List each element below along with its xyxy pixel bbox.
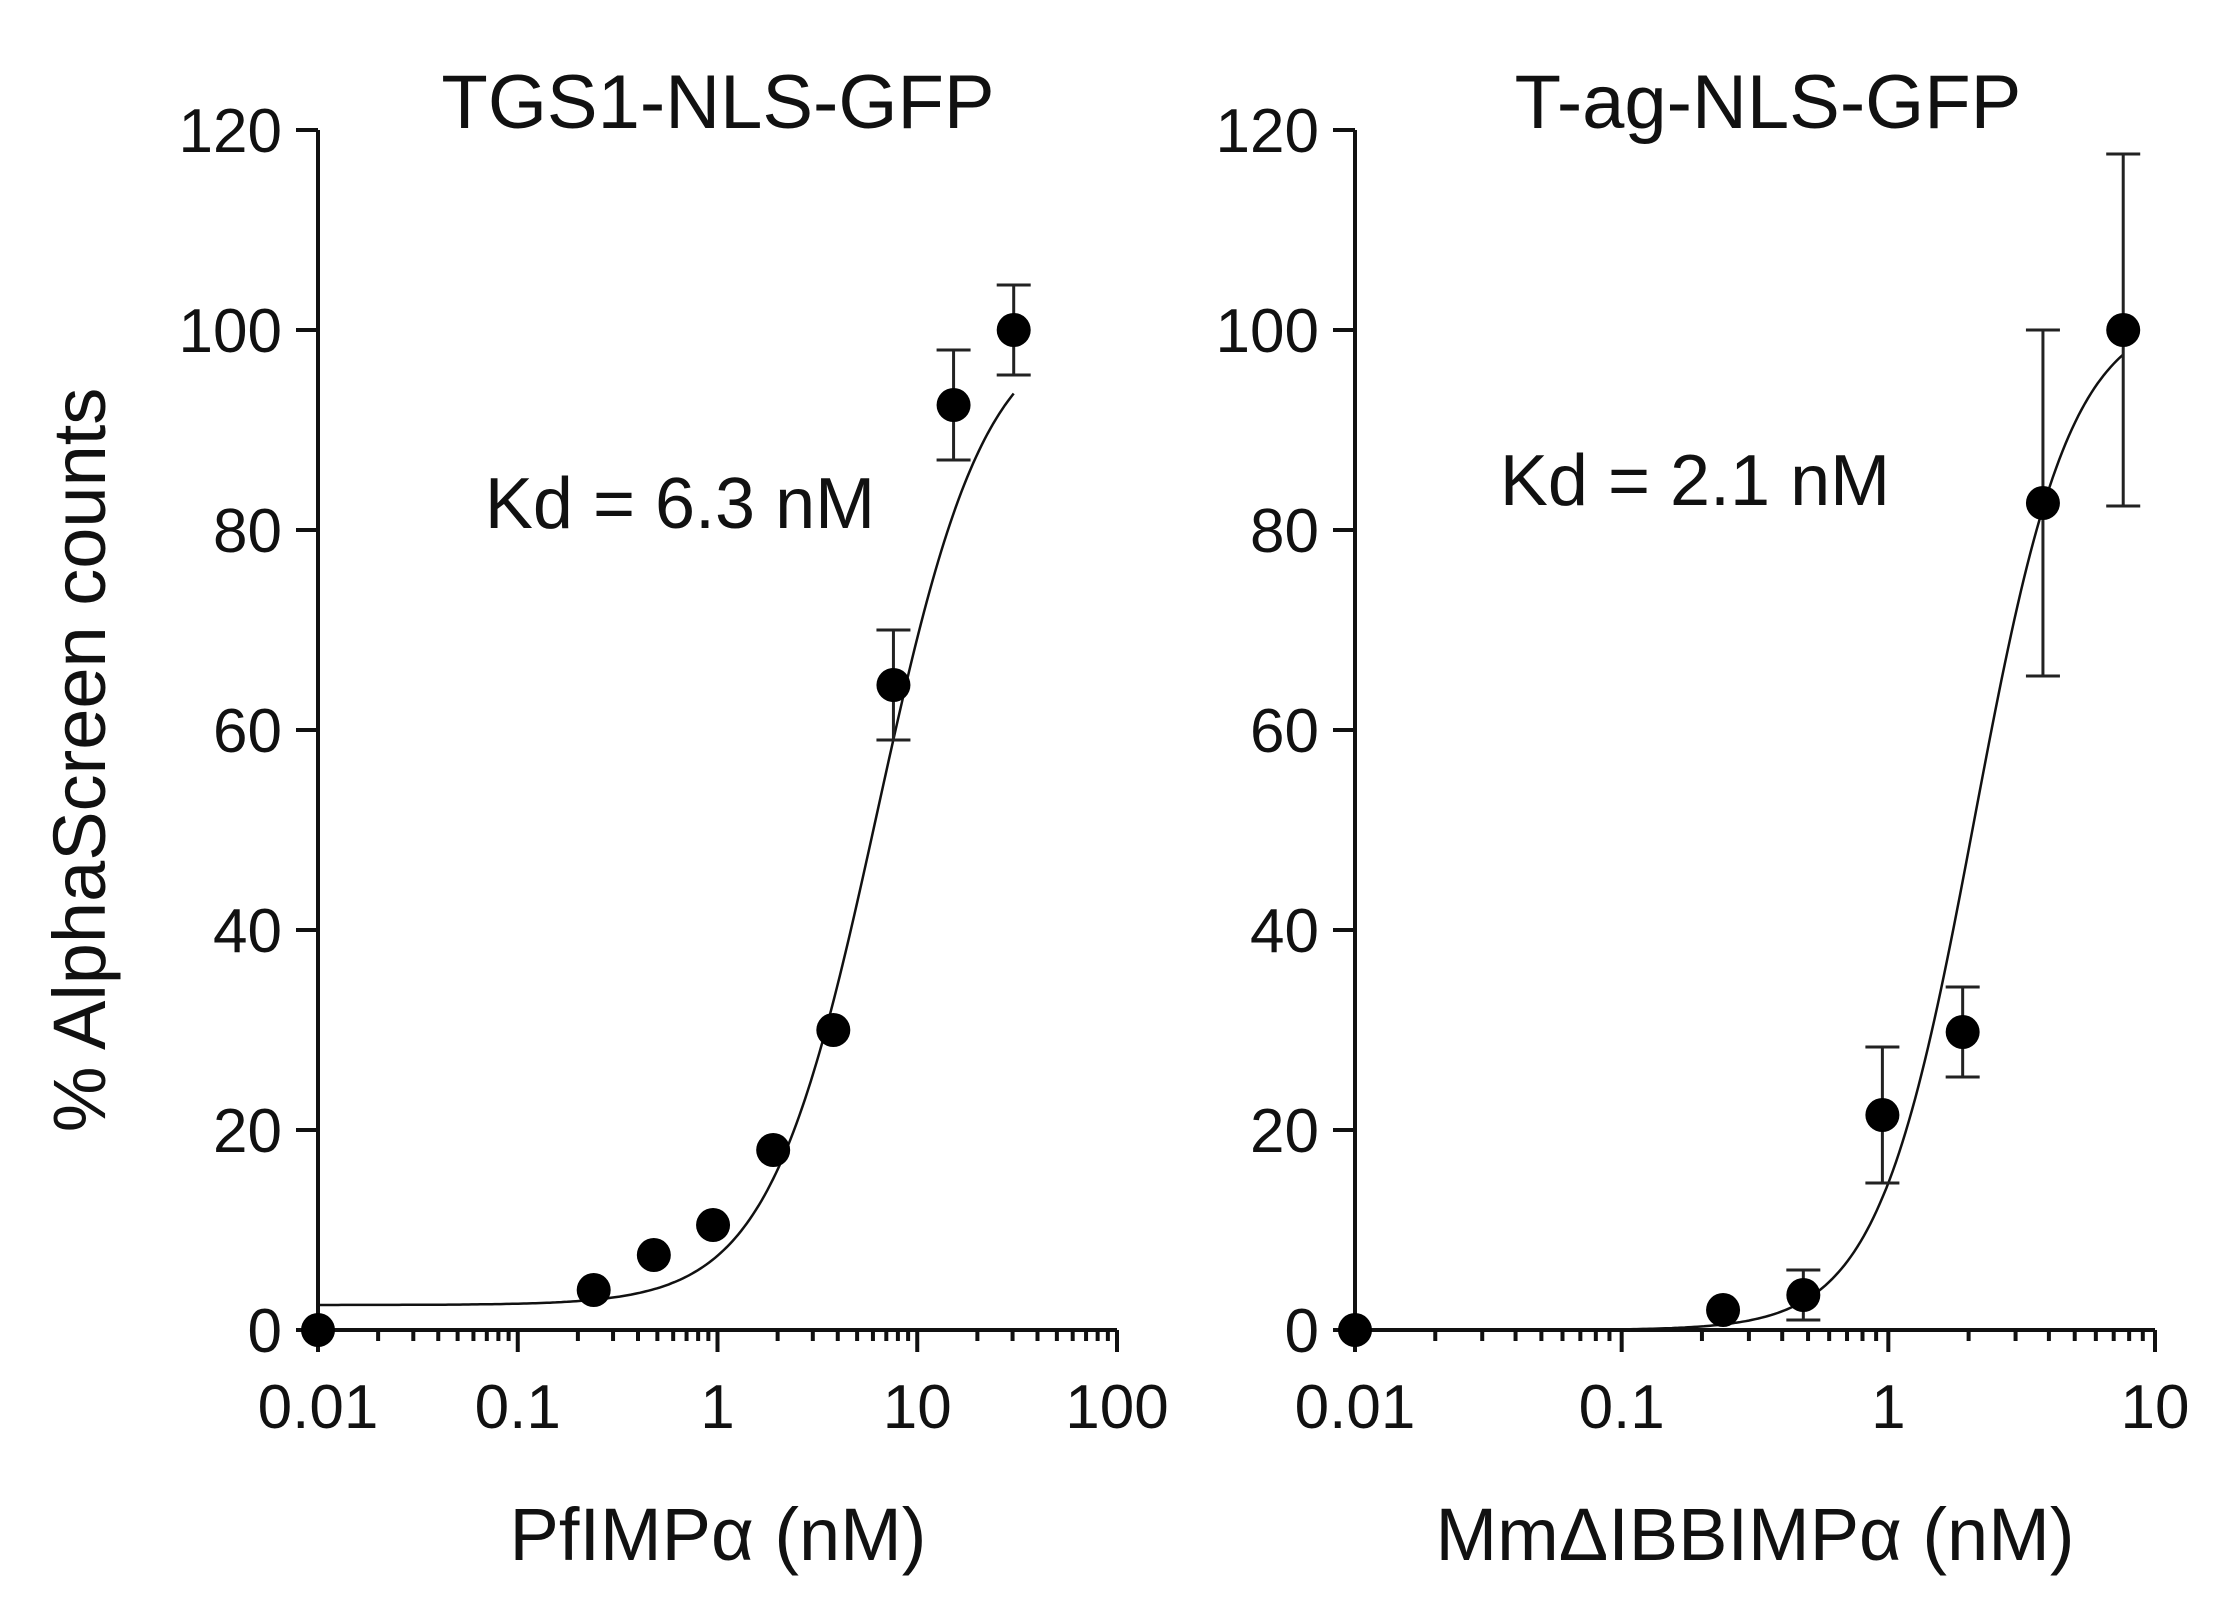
y-tick-label: 60 [213,697,282,766]
data-point [816,1013,851,1047]
x-tick-label: 1 [700,1373,734,1442]
x-axis-label: MmΔIBBIMPα (nM) [1436,1493,2075,1576]
x-tick-label: 0.01 [258,1373,379,1442]
data-point [636,1238,671,1272]
data-point [1865,1098,1900,1132]
data-point [2025,486,2060,520]
chart-title: TGS1-NLS-GFP [441,60,994,145]
y-tick-label: 120 [179,97,282,166]
fit-curve [1355,353,2125,1332]
data-point [1706,1293,1741,1327]
x-tick-label: 0.1 [1579,1373,1665,1442]
x-axis-label: PfIMPα (nM) [510,1493,927,1576]
y-tick-label: 20 [1250,1097,1319,1166]
y-tick-label: 100 [179,297,282,366]
data-point [301,1313,335,1347]
y-tick-label: 40 [1250,897,1319,966]
data-point [1786,1278,1821,1312]
x-tick-label: 10 [2121,1373,2190,1442]
data-point [1945,1015,1980,1049]
kd-annotation: Kd = 6.3 nM [485,464,875,544]
y-tick-label: 20 [213,1097,282,1166]
data-point [876,668,911,702]
data-point [936,388,971,422]
y-tick-label: 120 [1216,97,1319,166]
data-point [2106,313,2141,347]
x-tick-label: 100 [1065,1373,1168,1442]
y-axis-label: % AlphaScreen counts [38,388,121,1133]
chart-panel-tgs1: 0 20 40 60 80 100 120 0.01 0.1 1 10 100 TGS1-NLS-GFP… [179,60,1169,1576]
y-tick-label: 0 [248,1297,282,1366]
chart-title: T-ag-NLS-GFP [1515,60,2022,145]
x-tick-label: 0.01 [1295,1373,1416,1442]
x-tick-label: 0.1 [475,1373,561,1442]
fit-curve [318,392,1015,1307]
kd-annotation: Kd = 2.1 nM [1500,441,1890,521]
chart-panel-tag: 0 20 40 60 80 100 120 0.01 0.1 1 10 T-ag-NLS-GFP Kd … [1216,60,2190,1576]
y-tick-label: 40 [213,897,282,966]
x-tick-label: 1 [1871,1373,1905,1442]
data-point [696,1208,731,1242]
data-point [756,1133,791,1167]
y-tick-label: 80 [213,497,282,566]
y-tick-label: 60 [1250,697,1319,766]
data-point [1338,1313,1372,1347]
x-tick-label: 10 [883,1373,952,1442]
y-tick-label: 80 [1250,497,1319,566]
data-point [996,313,1031,347]
y-tick-label: 100 [1216,297,1319,366]
y-tick-label: 0 [1285,1297,1319,1366]
data-point [576,1273,611,1307]
